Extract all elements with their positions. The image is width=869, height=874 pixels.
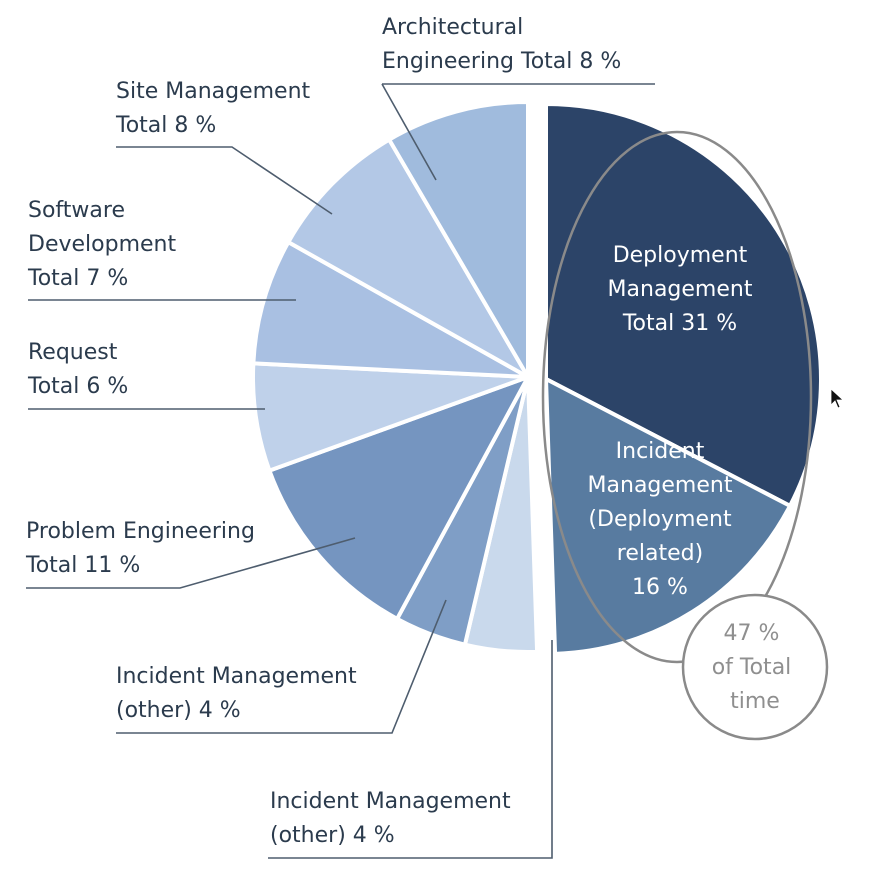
slice-label-line: Development	[28, 232, 176, 257]
pie-slice	[544, 101, 823, 509]
slice-label-line: Total 31 %	[622, 311, 737, 336]
slice-label-line: Engineering Total 8 %	[382, 49, 621, 74]
highlight-ring	[541, 130, 813, 664]
slice-label: Architectural Engineering Total 8 %	[382, 15, 621, 74]
slice-label-line: Management	[588, 473, 733, 498]
pie-slice	[386, 99, 530, 385]
slice-label: Problem Engineering Total 11 %	[25, 519, 255, 578]
slice-label-line: Total 11 %	[25, 553, 140, 578]
slice-labels: Deployment Management Total 31 % Incident Ma…	[25, 15, 753, 848]
slice-label: Incident Management (other) 4 %	[270, 789, 511, 848]
callout-circle	[681, 593, 829, 741]
slice-label-line: Total 6 %	[27, 374, 128, 399]
callout-line-2: of Total	[712, 655, 792, 680]
callout-line-3: time	[730, 689, 780, 714]
slice-label-line: Request	[28, 340, 118, 365]
slice-label-line: Architectural	[382, 15, 523, 40]
callout-text: 47 % of Total time	[712, 621, 799, 714]
slice-label: Site Management Total 8 %	[115, 79, 311, 138]
slice-label-line: Incident	[616, 439, 705, 464]
pie-slice	[266, 373, 533, 622]
leader-line	[116, 146, 333, 215]
slice-label-line: Total 7 %	[27, 266, 128, 291]
slice-label-line: related)	[617, 541, 703, 566]
slice-label-line: (other) 4 %	[270, 823, 395, 848]
callout-line-1: 47 %	[724, 621, 780, 646]
mouse-cursor-icon	[830, 388, 845, 409]
pie-slice	[543, 375, 793, 656]
slice-label-line: Software	[28, 198, 125, 223]
slice-label-line: (other) 4 %	[116, 698, 241, 723]
leader-lines	[26, 83, 655, 859]
slice-label-line: 16 %	[632, 575, 688, 600]
leader-line	[381, 83, 437, 181]
slice-label-line: Management	[608, 277, 753, 302]
slice-label-line: Problem Engineering	[26, 519, 255, 544]
leader-line	[26, 537, 356, 589]
slice-label: Incident Management (other) 4 %	[116, 664, 357, 723]
leader-line	[116, 599, 447, 734]
slice-label-line: (Deployment	[588, 507, 732, 532]
slice-label-line: Site Management	[116, 79, 311, 104]
slice-label: Deployment Management Total 31 %	[608, 243, 753, 336]
slice-label-line: Incident Management	[116, 664, 357, 689]
slice-label-line: Total 8 %	[115, 113, 216, 138]
slice-label: Request Total 6 %	[27, 340, 128, 399]
slice-label: Incident Management (Deployment related) 16 …	[588, 439, 733, 600]
pie-slice	[285, 136, 534, 383]
slice-label: Software Development Total 7 %	[27, 198, 176, 291]
leader-line	[268, 640, 553, 859]
slice-label-line: Incident Management	[270, 789, 511, 814]
pie-slices	[251, 99, 823, 656]
slice-label-line: Deployment	[613, 243, 748, 268]
